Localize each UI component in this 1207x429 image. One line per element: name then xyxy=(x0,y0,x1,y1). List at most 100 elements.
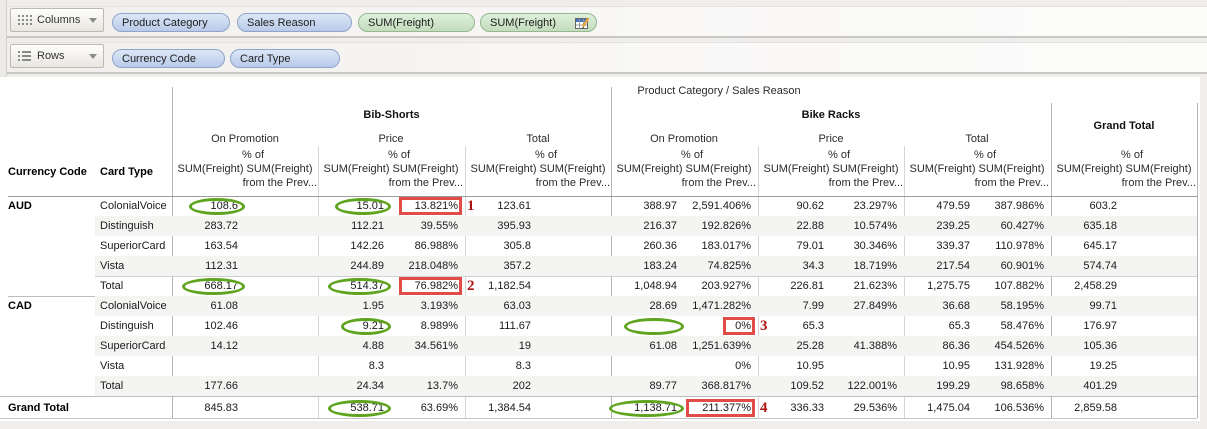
cell[interactable]: 13.7% xyxy=(426,380,458,392)
cell[interactable]: 112.31 xyxy=(205,260,238,272)
cell[interactable]: 199.29 xyxy=(936,380,970,392)
cell[interactable]: 283.72 xyxy=(204,220,238,232)
cell[interactable]: 183.24 xyxy=(643,260,677,272)
cell[interactable]: 176.97 xyxy=(1083,320,1117,332)
cell[interactable]: 98.658% xyxy=(1000,380,1044,392)
cell[interactable]: 34.561% xyxy=(414,340,458,352)
cell[interactable]: 395.93 xyxy=(497,220,531,232)
cell[interactable]: 110.978% xyxy=(995,240,1044,252)
cell[interactable]: 65.3 xyxy=(948,320,970,332)
cell[interactable]: 89.77 xyxy=(649,380,677,392)
subheader-price[interactable]: Price xyxy=(818,133,844,145)
cell[interactable]: 1,475.04 xyxy=(927,402,970,414)
pill-sum-freight[interactable]: SUM(Freight) xyxy=(358,13,475,32)
cell[interactable]: 105.36 xyxy=(1083,340,1117,352)
currency-code-label[interactable]: Grand Total xyxy=(8,402,69,414)
cell[interactable]: 218.048% xyxy=(408,260,458,272)
cell[interactable]: 90.62 xyxy=(796,200,824,212)
cell[interactable]: 2,591.406% xyxy=(692,200,751,212)
cell[interactable]: 1.95 xyxy=(362,300,384,312)
cell[interactable]: 60.901% xyxy=(1000,260,1044,272)
pill-sales-reason[interactable]: Sales Reason xyxy=(237,13,352,32)
cell[interactable]: 305.8 xyxy=(503,240,531,252)
cell[interactable]: 102.46 xyxy=(204,320,238,332)
cell[interactable]: 8.3 xyxy=(368,360,384,372)
cell[interactable]: 111.67 xyxy=(498,320,531,332)
cell[interactable]: 1,275.75 xyxy=(927,280,970,292)
cell[interactable]: 387.986% xyxy=(994,200,1044,212)
cell[interactable]: 86.36 xyxy=(942,340,970,352)
cell[interactable]: 122.001% xyxy=(847,380,897,392)
card-type-label[interactable]: Total xyxy=(100,380,124,392)
cell[interactable]: 63.69% xyxy=(420,402,458,414)
card-type-label[interactable]: Distinguish xyxy=(100,220,154,232)
row-header-card-type[interactable]: Card Type xyxy=(100,166,153,178)
cell[interactable]: 61.08 xyxy=(649,340,677,352)
cell[interactable]: 8.3 xyxy=(515,360,531,372)
cell[interactable]: 635.18 xyxy=(1083,220,1117,232)
cell[interactable]: 23.297% xyxy=(853,200,897,212)
card-type-label[interactable]: ColonialVoice xyxy=(100,200,167,212)
cell[interactable]: 79.01 xyxy=(796,240,824,252)
cell[interactable]: 112.21 xyxy=(351,220,384,232)
rows-shelf-button[interactable]: Rows xyxy=(10,44,104,68)
row-header-currency-code[interactable]: Currency Code xyxy=(8,166,87,178)
cell[interactable]: 1,251.639% xyxy=(692,340,751,352)
cell[interactable]: 357.2 xyxy=(503,260,531,272)
cell[interactable]: 22.88 xyxy=(796,220,824,232)
cell[interactable]: 339.37 xyxy=(936,240,970,252)
cell[interactable]: 14.12 xyxy=(210,340,238,352)
cell[interactable]: 27.849% xyxy=(853,300,897,312)
subheader-total[interactable]: Total xyxy=(526,133,550,145)
subheader-price[interactable]: Price xyxy=(378,133,404,145)
cell[interactable]: 28.69 xyxy=(649,300,677,312)
cell[interactable]: 60.427% xyxy=(1000,220,1044,232)
cell[interactable]: 454.526% xyxy=(994,340,1044,352)
cell[interactable]: 30.346% xyxy=(853,240,897,252)
cell[interactable]: 226.81 xyxy=(790,280,824,292)
cell[interactable]: 645.17 xyxy=(1083,240,1117,252)
measure-header[interactable]: % of SUM(Freight) SUM(Freight) from the P… xyxy=(611,148,757,190)
card-type-label[interactable]: Vista xyxy=(100,260,125,272)
cell[interactable]: 8.989% xyxy=(420,320,458,332)
cell[interactable]: 18.719% xyxy=(853,260,897,272)
measure-header[interactable]: % of SUM(Freight) SUM(Freight) from the P… xyxy=(904,148,1050,190)
cell[interactable]: 202 xyxy=(512,380,531,392)
cell[interactable]: 123.61 xyxy=(497,200,531,212)
measure-header[interactable]: % of SUM(Freight) SUM(Freight) from the P… xyxy=(172,148,318,190)
cell[interactable]: 10.95 xyxy=(942,360,970,372)
cell[interactable]: 25.28 xyxy=(796,340,824,352)
group-header-bike-racks[interactable]: Bike Racks xyxy=(801,109,861,121)
cell[interactable]: 163.54 xyxy=(204,240,238,252)
cell[interactable]: 99.71 xyxy=(1089,300,1117,312)
cell[interactable]: 58.195% xyxy=(1000,300,1044,312)
cell[interactable]: 216.37 xyxy=(643,220,677,232)
cell[interactable]: 192.826% xyxy=(701,220,751,232)
cell[interactable]: 131.928% xyxy=(994,360,1044,372)
cell[interactable]: 63.03 xyxy=(503,300,531,312)
cell[interactable]: 1,182.54 xyxy=(488,280,531,292)
cell[interactable]: 10.95 xyxy=(796,360,824,372)
cell[interactable]: 4.88 xyxy=(362,340,384,352)
cell[interactable]: 336.33 xyxy=(790,402,824,414)
measure-header[interactable]: % of SUM(Freight) SUM(Freight) from the P… xyxy=(465,148,611,190)
subheader-on-promotion[interactable]: On Promotion xyxy=(650,133,718,145)
chevron-down-icon[interactable] xyxy=(89,53,97,59)
cell[interactable]: 106.536% xyxy=(994,402,1044,414)
cell[interactable]: 29.536% xyxy=(853,402,897,414)
subheader-on-promotion[interactable]: On Promotion xyxy=(211,133,279,145)
cell[interactable]: 74.825% xyxy=(707,260,751,272)
cell[interactable]: 217.54 xyxy=(936,260,970,272)
cell[interactable]: 244.89 xyxy=(350,260,384,272)
cell[interactable]: 142.26 xyxy=(350,240,384,252)
cell[interactable]: 401.29 xyxy=(1083,380,1117,392)
cell[interactable]: 603.2 xyxy=(1089,200,1117,212)
card-type-label[interactable]: Vista xyxy=(100,360,125,372)
cell[interactable]: 34.3 xyxy=(802,260,824,272)
columns-shelf-button[interactable]: Columns xyxy=(10,8,104,32)
card-type-label[interactable]: ColonialVoice xyxy=(100,300,167,312)
cell[interactable]: 368.817% xyxy=(701,380,751,392)
pill-product-category[interactable]: Product Category xyxy=(112,13,230,32)
pill-sum-freight-table-calc[interactable]: SUM(Freight) xyxy=(480,13,597,32)
cell[interactable]: 0% xyxy=(735,320,751,332)
